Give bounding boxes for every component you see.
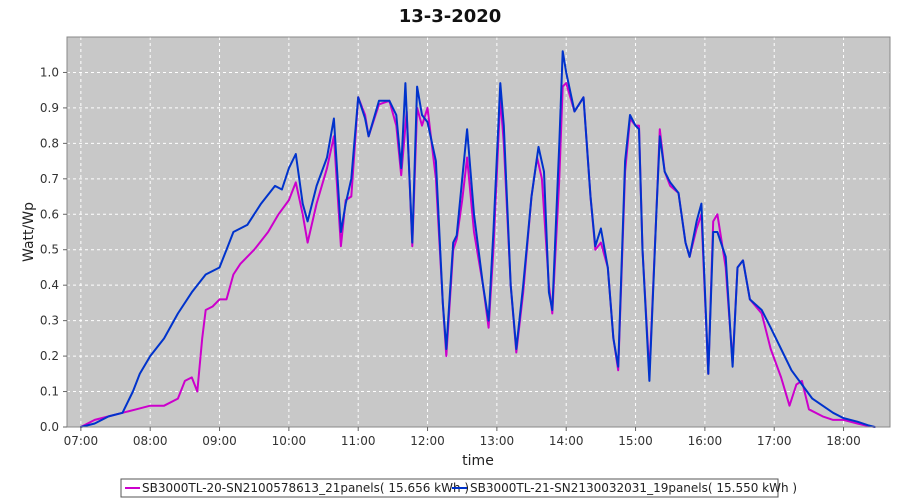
x-tick-label: 08:00	[133, 434, 168, 448]
x-tick-label: 18:00	[826, 434, 861, 448]
y-tick-label: 0.0	[40, 420, 59, 434]
legend-box	[120, 478, 779, 498]
y-tick-label: 0.3	[40, 314, 59, 328]
chart-title: 13-3-2020	[399, 6, 502, 27]
x-tick-label: 17:00	[757, 434, 792, 448]
plot-area	[67, 37, 890, 427]
y-tick-label: 0.2	[40, 349, 59, 363]
x-tick-label: 09:00	[202, 434, 237, 448]
x-axis-ticks: 07:00 08:00 09:00 10:00 11:00 12:00 13:00 14:00…	[64, 427, 861, 448]
y-tick-label: 0.1	[40, 385, 59, 399]
legend-label-series-2: SB3000TL-21-SN2130032031_19panels( 15.55…	[470, 481, 797, 495]
legend-entry-series-1: SB3000TL-20-SN2100578613_21panels( 15.65…	[125, 481, 469, 495]
x-tick-label: 07:00	[64, 434, 99, 448]
x-tick-label: 12:00	[410, 434, 445, 448]
legend-entry-series-2: SB3000TL-21-SN2130032031_19panels( 15.55…	[452, 481, 797, 495]
y-tick-label: 0.6	[40, 207, 59, 221]
y-axis-ticks: 0.0 0.1 0.2 0.3 0.4 0.5 0.6 0.7 0.8 0.9 1.0	[40, 65, 67, 434]
grid-lines	[67, 37, 890, 428]
x-tick-label: 13:00	[480, 434, 515, 448]
series-line-2	[79, 50, 876, 428]
x-tick-label: 16:00	[688, 434, 723, 448]
y-tick-label: 1.0	[40, 65, 59, 79]
x-tick-label: 11:00	[341, 434, 376, 448]
y-tick-label: 0.7	[40, 172, 59, 186]
plot-border	[66, 36, 891, 428]
series-lines	[79, 50, 876, 428]
x-axis-title: time	[462, 453, 494, 469]
x-tick-label: 15:00	[618, 434, 653, 448]
legend: SB3000TL-20-SN2100578613_21panels( 15.65…	[120, 478, 797, 498]
y-tick-label: 0.8	[40, 136, 59, 150]
x-tick-label: 10:00	[272, 434, 307, 448]
y-axis-title: Watt/Wp	[21, 202, 37, 262]
legend-label-series-1: SB3000TL-20-SN2100578613_21panels( 15.65…	[142, 481, 469, 495]
x-tick-label: 14:00	[549, 434, 584, 448]
y-tick-label: 0.4	[40, 278, 59, 292]
y-tick-label: 0.5	[40, 243, 59, 257]
y-tick-label: 0.9	[40, 101, 59, 115]
